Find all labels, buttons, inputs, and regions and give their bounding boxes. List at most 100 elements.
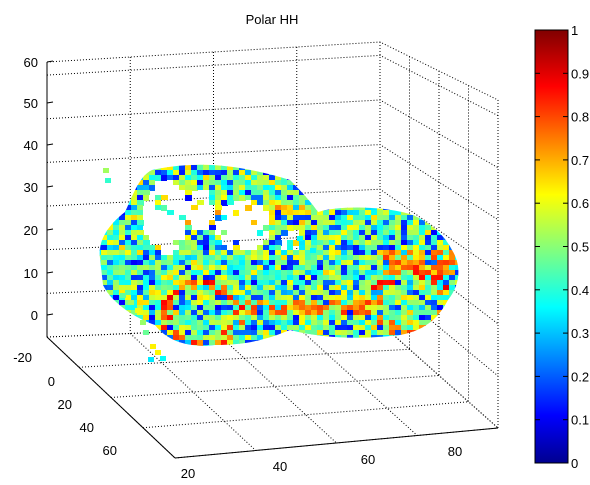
voxel <box>119 220 125 225</box>
voxel <box>161 335 167 341</box>
voxel <box>455 185 459 190</box>
voxel <box>341 200 347 205</box>
voxel <box>99 265 101 271</box>
voxel <box>113 290 119 296</box>
voxel <box>419 285 426 291</box>
voxel <box>419 325 426 330</box>
voxel <box>221 165 228 171</box>
voxel <box>119 164 125 165</box>
voxel <box>461 210 468 215</box>
voxel <box>221 185 228 190</box>
voxel <box>365 335 372 340</box>
voxel <box>293 200 300 205</box>
voxel <box>161 270 167 276</box>
voxel <box>113 195 120 200</box>
voxel <box>161 260 167 266</box>
voxel <box>317 310 323 316</box>
voxel <box>299 230 305 235</box>
voxel <box>461 290 468 295</box>
voxel <box>395 164 402 165</box>
voxel <box>239 320 246 326</box>
voxel <box>197 330 204 335</box>
voxel <box>143 175 150 180</box>
voxel <box>449 290 456 295</box>
voxel <box>371 335 378 340</box>
voxel <box>389 305 396 310</box>
voxel <box>389 220 395 225</box>
voxel <box>131 245 138 250</box>
voxel <box>185 340 191 346</box>
voxel <box>113 285 119 291</box>
y-tick-label: -20 <box>13 350 32 365</box>
voxel <box>173 305 179 311</box>
voxel <box>167 260 173 265</box>
voxel <box>329 345 335 346</box>
voxel <box>203 250 209 255</box>
voxel <box>419 215 426 220</box>
voxel <box>365 275 371 281</box>
voxel <box>203 295 209 300</box>
voxel <box>371 330 378 336</box>
voxel <box>455 320 459 326</box>
voxel <box>257 190 263 195</box>
voxel <box>287 320 293 326</box>
voxel <box>275 240 282 246</box>
voxel <box>101 325 108 331</box>
voxel <box>125 170 131 176</box>
voxel <box>455 220 459 225</box>
voxel <box>119 200 125 206</box>
voxel <box>425 250 431 256</box>
voxel <box>203 335 210 340</box>
voxel <box>233 305 240 310</box>
voxel <box>311 225 318 230</box>
voxel <box>137 225 143 230</box>
voxel <box>269 325 276 331</box>
voxel <box>335 325 342 331</box>
voxel <box>455 260 459 265</box>
voxel <box>431 170 438 176</box>
voxel <box>323 345 330 346</box>
voxel <box>365 270 372 275</box>
voxel <box>329 210 336 216</box>
voxel <box>239 295 245 301</box>
voxel <box>413 255 419 260</box>
voxel <box>413 230 420 236</box>
voxel <box>239 345 245 346</box>
voxel <box>383 275 390 280</box>
voxel <box>99 275 101 280</box>
voxel <box>449 215 456 221</box>
voxel <box>239 340 246 345</box>
voxel <box>191 295 198 301</box>
voxel <box>131 340 137 346</box>
voxel <box>215 290 222 296</box>
voxel <box>287 225 294 231</box>
voxel <box>281 285 288 291</box>
voxel <box>305 210 312 216</box>
voxel <box>275 290 281 296</box>
voxel <box>221 230 227 235</box>
voxel <box>227 335 234 341</box>
voxel <box>173 325 180 331</box>
voxel <box>257 260 263 265</box>
voxel <box>305 175 312 180</box>
voxel <box>137 255 144 261</box>
voxel <box>125 330 132 335</box>
voxel <box>353 240 359 246</box>
voxel <box>251 340 258 346</box>
voxel <box>99 205 101 211</box>
voxel <box>275 265 282 271</box>
voxel <box>437 250 443 255</box>
voxel <box>99 195 102 200</box>
voxel <box>389 310 396 315</box>
voxel <box>209 300 215 305</box>
voxel <box>113 165 119 170</box>
voxel <box>161 315 167 320</box>
voxel <box>317 345 324 346</box>
voxel <box>365 200 372 206</box>
voxel <box>455 290 459 296</box>
voxel <box>113 215 120 220</box>
voxel <box>425 235 432 240</box>
voxel <box>167 325 174 330</box>
voxel <box>317 245 324 250</box>
voxel <box>209 235 216 241</box>
